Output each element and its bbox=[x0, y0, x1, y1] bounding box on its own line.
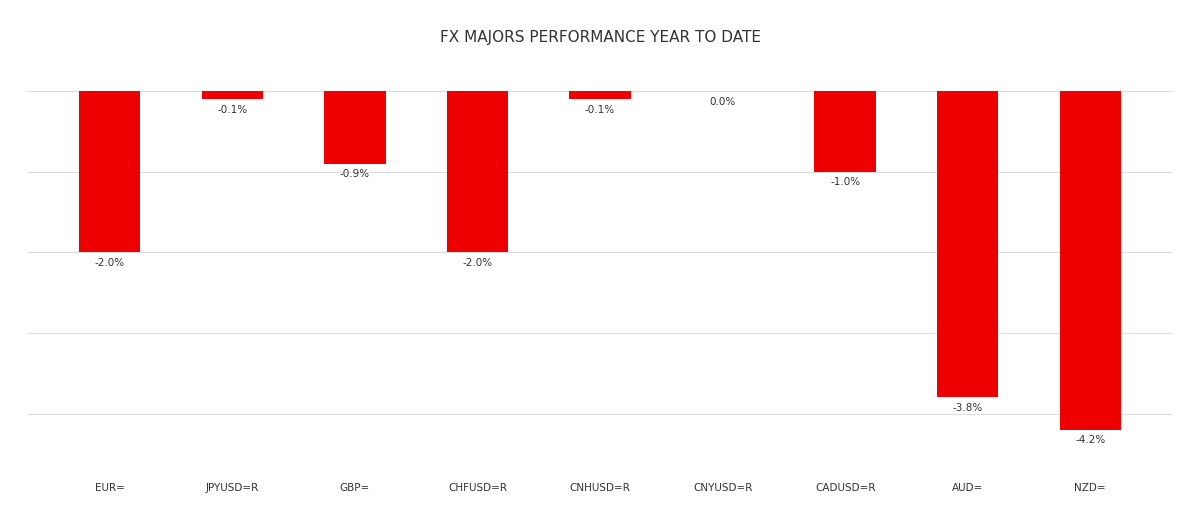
Text: -2.0%: -2.0% bbox=[95, 258, 125, 268]
Bar bbox=[1060, 91, 1121, 430]
Bar bbox=[79, 91, 140, 252]
Bar bbox=[324, 91, 385, 164]
Text: -0.9%: -0.9% bbox=[340, 169, 370, 180]
Bar bbox=[202, 91, 263, 100]
Text: -2.0%: -2.0% bbox=[462, 258, 492, 268]
Bar bbox=[569, 91, 631, 100]
Text: -4.2%: -4.2% bbox=[1075, 436, 1105, 445]
Text: 0.0%: 0.0% bbox=[709, 97, 736, 107]
Bar bbox=[815, 91, 876, 172]
Text: -3.8%: -3.8% bbox=[953, 403, 983, 413]
Title: FX MAJORS PERFORMANCE YEAR TO DATE: FX MAJORS PERFORMANCE YEAR TO DATE bbox=[439, 30, 761, 45]
Text: -0.1%: -0.1% bbox=[584, 105, 616, 115]
Text: -1.0%: -1.0% bbox=[830, 177, 860, 187]
Bar bbox=[446, 91, 508, 252]
Bar bbox=[937, 91, 998, 398]
Text: -0.1%: -0.1% bbox=[217, 105, 247, 115]
